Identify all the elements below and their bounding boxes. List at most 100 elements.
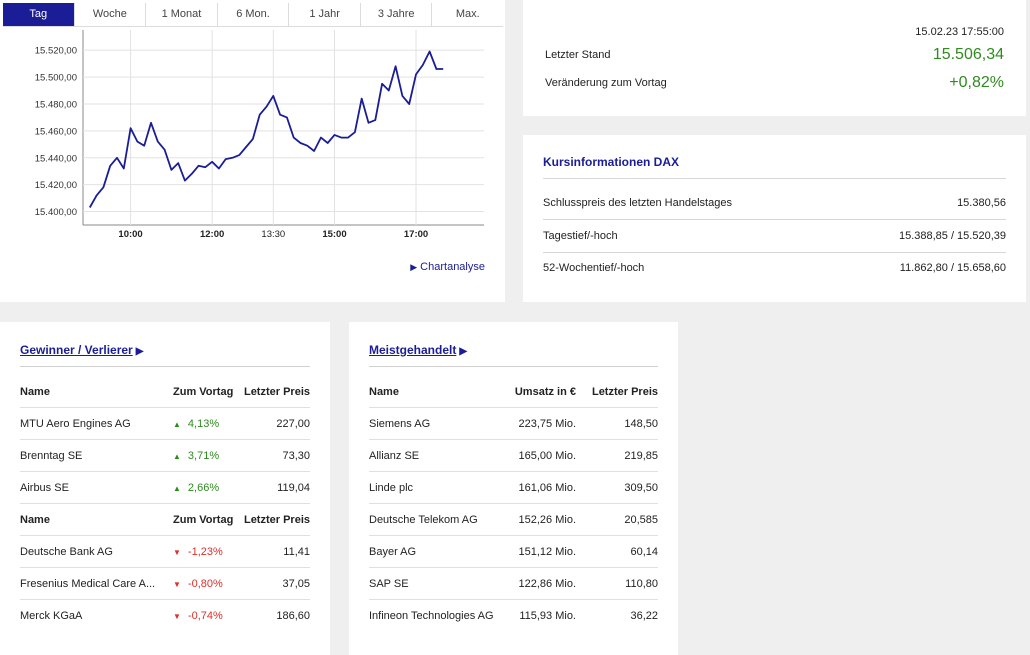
y-tick-label: 15.460,00: [35, 126, 77, 137]
change-cell: ▼ -1,23%: [173, 546, 253, 558]
x-tick-label: 13:30: [261, 229, 285, 240]
table-row[interactable]: Bayer AG 151,12 Mio. 60,14: [369, 536, 658, 568]
table-row[interactable]: Linde plc 161,06 Mio. 309,50: [369, 472, 658, 504]
quote-panel: 15.02.23 17:55:00 Letzter Stand 15.506,3…: [523, 0, 1026, 116]
table-row[interactable]: MTU Aero Engines AG ▲ 4,13% 227,00: [20, 408, 310, 440]
change-value: +0,82%: [949, 74, 1004, 91]
table-header-row: Name Zum Vortag Letzter Preis: [20, 504, 310, 536]
tab-max[interactable]: Max.: [455, 8, 480, 20]
change-value: -1,23%: [187, 545, 223, 558]
tab-3-jahre[interactable]: 3 Jahre: [361, 3, 433, 26]
gainers-losers-panel: Gewinner / Verlierer ▶ Name Zum Vortag Letz…: [0, 322, 330, 655]
x-tick-label: 17:00: [404, 229, 428, 240]
play-arrow-icon: ▶: [135, 346, 144, 357]
change-value: 2,66%: [187, 481, 220, 494]
column-header-change: Zum Vortag: [173, 513, 234, 526]
stock-name: Bayer AG: [369, 545, 417, 558]
table-row[interactable]: Deutsche Telekom AG 152,26 Mio. 20,585: [369, 504, 658, 536]
column-header-name: Name: [20, 513, 50, 526]
table-row[interactable]: Infineon Technologies AG 115,93 Mio. 36,22: [369, 600, 658, 632]
tab-woche[interactable]: Woche: [75, 3, 147, 26]
price-value: 20,585: [624, 513, 658, 526]
tab-6-mon[interactable]: 6 Mon.: [218, 3, 290, 26]
x-tick-label: 15:00: [322, 229, 346, 240]
day-range-value: 15.388,85 / 15.520,39: [898, 230, 1006, 242]
week52-range-label: 52-Wochentief/-hoch: [543, 262, 645, 274]
price-line: [89, 50, 444, 208]
price-value: 309,50: [624, 481, 658, 494]
x-tick-label: 10:00: [118, 229, 142, 240]
change-row: Veränderung zum Vortag +0,82%: [545, 74, 1004, 92]
day-range-row: Tagestief/-hoch 15.388,85 / 15.520,39: [543, 230, 1006, 242]
change-value: 3,71%: [187, 449, 220, 462]
change-cell: ▲ 2,66%: [173, 482, 253, 494]
y-tick-label: 15.400,00: [35, 207, 77, 218]
stock-name: MTU Aero Engines AG: [20, 417, 131, 430]
chartanalyse-label: Chartanalyse: [420, 261, 485, 273]
chartanalyse-link[interactable]: ▶ Chartanalyse: [410, 261, 485, 273]
stock-name: Brenntag SE: [20, 449, 83, 462]
gainers-losers-link[interactable]: Gewinner / Verlierer ▶: [20, 343, 143, 357]
stock-name: Linde plc: [369, 481, 414, 494]
table-row[interactable]: SAP SE 122,86 Mio. 110,80: [369, 568, 658, 600]
change-cell: ▼ -0,80%: [173, 578, 253, 590]
table-row[interactable]: Airbus SE ▲ 2,66% 119,04: [20, 472, 310, 504]
turnover-value: 165,00 Mio.: [518, 449, 576, 462]
week52-range-value: 11.862,80 / 15.658,60: [899, 262, 1006, 274]
turnover-value: 223,75 Mio.: [518, 417, 576, 430]
table-header-row: Name Zum Vortag Letzter Preis: [20, 376, 310, 408]
y-tick-label: 15.440,00: [35, 153, 77, 164]
most-traded-title: Meistgehandelt: [369, 343, 457, 357]
price-value: 186,60: [276, 610, 310, 622]
chart-panel: Tag Woche 1 Monat 6 Mon. 1 Jahr 3 Jahre Max. 1…: [0, 0, 505, 302]
y-tick-label: 15.420,00: [35, 180, 77, 191]
tab-1-monat[interactable]: 1 Monat: [146, 3, 218, 26]
divider: [20, 366, 310, 367]
table-row[interactable]: Deutsche Bank AG ▼ -1,23% 11,41: [20, 536, 310, 568]
tab-tag[interactable]: Tag: [3, 3, 75, 26]
table-row[interactable]: Merck KGaA ▼ -0,74% 186,60: [20, 600, 310, 632]
price-value: 219,85: [624, 449, 658, 462]
y-tick-label: 15.480,00: [35, 99, 77, 110]
day-range-label: Tagestief/-hoch: [543, 230, 618, 242]
gainers-losers-title: Gewinner / Verlierer: [20, 343, 133, 357]
last-price-row: Letzter Stand 15.506,34: [545, 46, 1004, 64]
table-row[interactable]: Brenntag SE ▲ 3,71% 73,30: [20, 440, 310, 472]
column-header-price: Letzter Preis: [243, 385, 310, 398]
column-header-name: Name: [20, 385, 50, 398]
play-arrow-icon: ▶: [410, 262, 418, 272]
table-row[interactable]: Fresenius Medical Care A... ▼ -0,80% 37,05: [20, 568, 310, 600]
column-header-name: Name: [369, 385, 399, 398]
price-info-panel: Kursinformationen DAX Schlusspreis des l…: [523, 135, 1026, 302]
y-tick-label: 15.520,00: [35, 46, 77, 57]
most-traded-link[interactable]: Meistgehandelt ▶: [369, 343, 467, 357]
turnover-value: 151,12 Mio.: [518, 545, 576, 558]
change-cell: ▼ -0,74%: [173, 610, 253, 622]
divider: [543, 252, 1006, 253]
divider: [369, 366, 658, 367]
price-value: 119,04: [277, 481, 310, 494]
triangle-up-icon: ▲: [173, 419, 181, 429]
triangle-up-icon: ▲: [173, 451, 181, 461]
tab-1-jahr[interactable]: 1 Jahr: [289, 3, 361, 26]
price-value: 60,14: [630, 545, 658, 558]
quote-timestamp: 15.02.23 17:55:00: [915, 26, 1004, 38]
week52-range-row: 52-Wochentief/-hoch 11.862,80 / 15.658,6…: [543, 262, 1006, 274]
stock-name: Deutsche Telekom AG: [369, 513, 478, 526]
divider: [543, 178, 1006, 179]
change-cell: ▲ 3,71%: [173, 450, 253, 462]
table-row[interactable]: Allianz SE 165,00 Mio. 219,85: [369, 440, 658, 472]
table-row[interactable]: Siemens AG 223,75 Mio. 148,50: [369, 408, 658, 440]
last-price-label: Letzter Stand: [545, 49, 611, 61]
prev-close-label: Schlusspreis des letzten Handelstages: [543, 197, 732, 209]
column-header-change: Zum Vortag: [173, 385, 234, 398]
change-cell: ▲ 4,13%: [173, 418, 253, 430]
price-value: 227,00: [276, 417, 310, 430]
last-price-value: 15.506,34: [932, 46, 1004, 63]
column-header-turnover: Umsatz in €: [514, 385, 576, 398]
price-value: 36,22: [630, 610, 658, 622]
stock-name: Airbus SE: [20, 481, 69, 494]
x-tick-label: 12:00: [200, 229, 224, 240]
most-traded-panel: Meistgehandelt ▶ Name Umsatz in € Letzter P…: [349, 322, 678, 655]
stock-name: Merck KGaA: [20, 610, 83, 622]
